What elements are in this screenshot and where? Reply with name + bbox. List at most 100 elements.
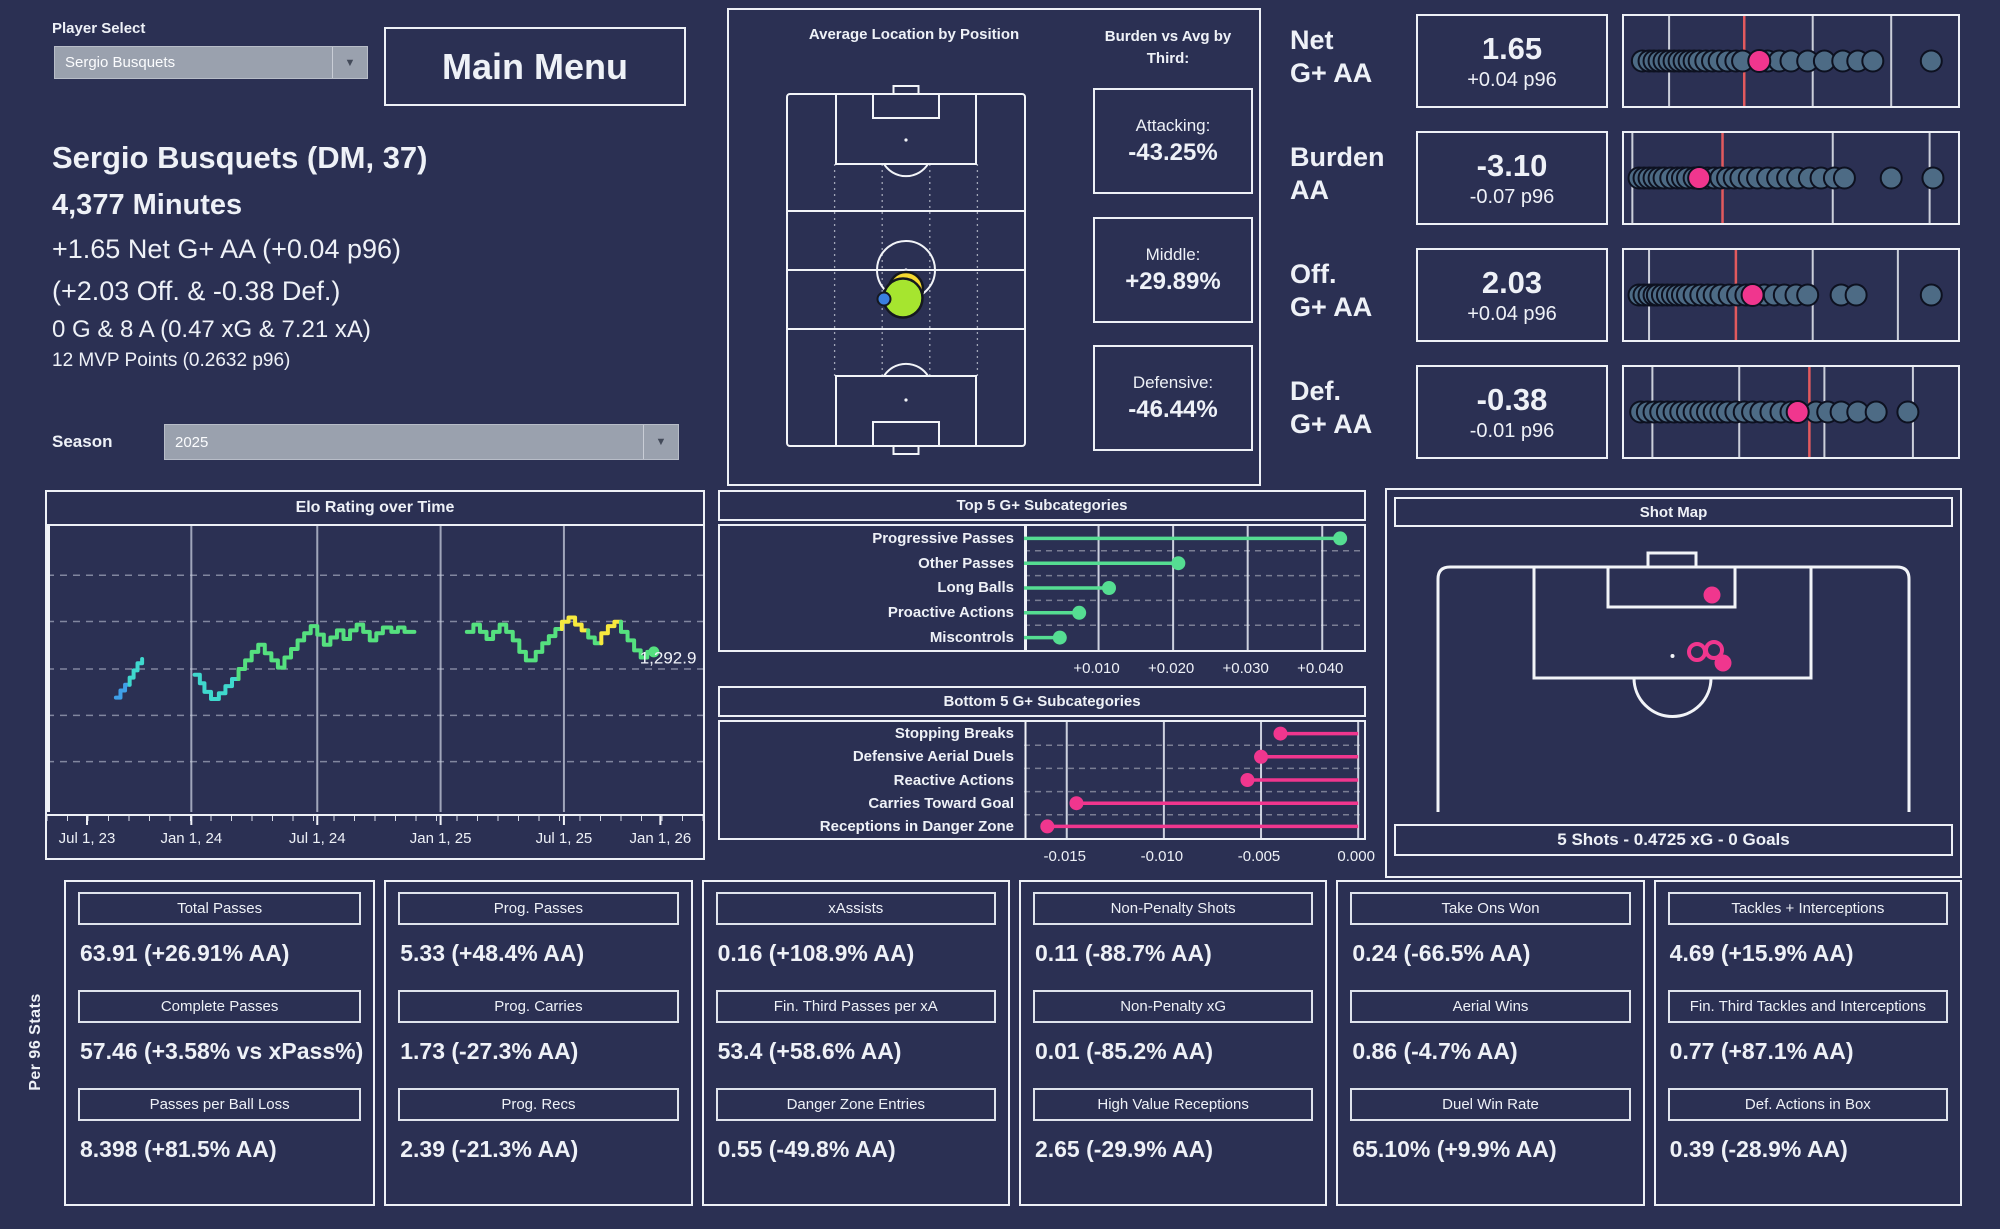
season-dropdown[interactable]: 2025 ▼ — [164, 424, 679, 460]
axis-tick-label: -0.015 — [1043, 848, 1087, 865]
bottom5-chart-body: Stopping Breaks Defensive Aerial Duels R… — [718, 720, 1366, 840]
bottom5-lollipop-chart — [1024, 722, 1364, 838]
top5-cat-proactive-actions: Proactive Actions — [887, 604, 1014, 622]
chevron-down-icon[interactable]: ▼ — [643, 425, 678, 459]
bottom5-cat-reactive-actions: Reactive Actions — [893, 771, 1014, 789]
top5-chart-body: Progressive Passes Other Passes Long Bal… — [718, 524, 1366, 652]
top5-title: Top 5 G+ Subcategories — [718, 490, 1366, 521]
chevron-down-icon[interactable]: ▼ — [332, 47, 367, 78]
top5-x-axis: +0.010 +0.020 +0.030 +0.040 — [1022, 654, 1362, 680]
player-goals-assists: 0 G & 8 A (0.47 xG & 7.21 xA) — [52, 316, 371, 343]
player-select-label: Player Select — [52, 20, 146, 37]
stat-value: 53.4 (+58.6% AA) — [717, 1038, 902, 1064]
per96-col-progression: Prog. Passes 5.33 (+48.4% AA) Prog. Carr… — [384, 880, 693, 1206]
net-gplus-label: Net G+ AA — [1290, 25, 1373, 88]
net-gplus-value: 1.65 — [1481, 30, 1543, 66]
def-gplus-label: Def. G+ AA — [1290, 376, 1373, 439]
stat-header: Complete Passes — [78, 990, 362, 1023]
elo-axis-ticks — [47, 816, 703, 825]
net-gplus-p96: +0.04 p96 — [1467, 68, 1557, 91]
burden-defensive-label: Defensive: — [1132, 372, 1214, 392]
shot-map-title: Shot Map — [1394, 497, 1953, 527]
shot-map-pitch — [1436, 551, 1911, 812]
burden-aa-box: -3.10 -0.07 p96 — [1416, 131, 1608, 225]
burden-aa-p96: -0.07 p96 — [1469, 185, 1555, 208]
off-gplus-value: 2.03 — [1481, 264, 1543, 300]
stat-value: 0.24 (-66.5% AA) — [1352, 940, 1531, 966]
vertical-pitch-diagram — [786, 85, 1026, 455]
stat-header: Duel Win Rate — [1350, 1088, 1631, 1121]
axis-tick-label: -0.005 — [1237, 848, 1281, 865]
svg-text:1,292.9: 1,292.9 — [640, 648, 697, 667]
stat-value: 65.10% (+9.9% AA) — [1352, 1136, 1557, 1162]
burden-aa-label: Burden AA — [1290, 142, 1385, 205]
top5-lollipop-chart — [1024, 526, 1364, 650]
player-off-def: (+2.03 Off. & -0.38 Def.) — [52, 276, 341, 306]
stat-value: 0.55 (-49.8% AA) — [717, 1136, 896, 1162]
stat-value: 0.39 (-28.9% AA) — [1669, 1136, 1848, 1162]
def-gplus-value: -0.38 — [1476, 381, 1548, 417]
burden-attacking-label: Attacking: — [1135, 115, 1211, 135]
player-mvp-points: 12 MVP Points (0.2632 p96) — [52, 350, 291, 371]
def-gplus-strip — [1622, 365, 1960, 459]
stat-header: Aerial Wins — [1350, 990, 1631, 1023]
stat-header: Non-Penalty xG — [1032, 990, 1314, 1023]
stat-value: 0.77 (+87.1% AA) — [1669, 1038, 1854, 1064]
stat-value: 63.91 (+26.91% AA) — [80, 940, 290, 966]
bottom5-x-axis: -0.015 -0.010 -0.005 0.000 — [1022, 842, 1374, 868]
burden-box-defensive: Defensive: -46.44% — [1093, 345, 1253, 451]
def-gplus-box: -0.38 -0.01 p96 — [1416, 365, 1608, 459]
burden-box-attacking: Attacking: -43.25% — [1093, 88, 1253, 194]
bottom5-cat-carries-toward-goal: Carries Toward Goal — [868, 794, 1014, 812]
elo-x-axis: Jul 1, 23 Jan 1, 24 Jul 1, 24 Jan 1, 25 Jul … — [47, 814, 703, 860]
elo-axis-tick-label: Jul 1, 23 — [58, 830, 116, 847]
per96-grid: Total Passes 63.91 (+26.91% AA) Complete… — [64, 880, 1963, 1206]
per96-col-defending: Tackles + Interceptions 4.69 (+15.9% AA)… — [1653, 880, 1963, 1206]
stat-value: 0.01 (-85.2% AA) — [1034, 1038, 1214, 1064]
axis-tick-label: +0.010 — [1073, 660, 1120, 677]
shot-map-panel: Shot Map 5 Shots - 0.4725 xG - 0 Goals — [1385, 488, 1962, 878]
off-gplus-p96: +0.04 p96 — [1467, 302, 1557, 325]
elo-chart: 1,292.9 — [47, 526, 703, 812]
stat-value: 8.398 (+81.5% AA) — [80, 1136, 277, 1162]
burden-aa-strip — [1622, 131, 1960, 225]
season-label: Season — [52, 432, 113, 451]
avg-position-markers — [876, 270, 925, 319]
avg-location-title: Average Location by Position — [808, 26, 1020, 43]
stat-header: Take Ons Won — [1350, 892, 1631, 925]
top5-category-labels: Progressive Passes Other Passes Long Bal… — [720, 526, 1022, 650]
stat-header: xAssists — [715, 892, 996, 925]
stat-header: Fin. Third Tackles and Interceptions — [1667, 990, 1949, 1023]
stat-header: Prog. Recs — [398, 1088, 679, 1121]
net-gplus-box: 1.65 +0.04 p96 — [1416, 14, 1608, 108]
burden-aa-value: -3.10 — [1476, 147, 1548, 183]
main-menu-button[interactable]: Main Menu — [384, 27, 686, 106]
stat-value: 0.16 (+108.9% AA) — [717, 940, 915, 966]
per96-col-shooting: Non-Penalty Shots 0.11 (-88.7% AA) Non-P… — [1018, 880, 1328, 1206]
stat-header: Danger Zone Entries — [715, 1088, 996, 1121]
stat-header: High Value Receptions — [1032, 1088, 1314, 1121]
burden-box-middle: Middle: +29.89% — [1093, 217, 1253, 323]
stat-value: 2.39 (-21.3% AA) — [400, 1136, 579, 1162]
per96-col-duels: Take Ons Won 0.24 (-66.5% AA) Aerial Win… — [1336, 880, 1645, 1206]
bottom5-cat-stopping-breaks: Stopping Breaks — [894, 725, 1014, 743]
net-gplus-strip — [1622, 14, 1960, 108]
stat-value: 57.46 (+3.58% vs xPass%) — [80, 1038, 364, 1064]
player-select-dropdown[interactable]: Sergio Busquets ▼ — [54, 46, 368, 79]
stat-header: Total Passes — [78, 892, 362, 925]
stat-header: Non-Penalty Shots — [1032, 892, 1314, 925]
season-value[interactable]: 2025 — [175, 433, 209, 451]
axis-tick-label: +0.030 — [1222, 660, 1269, 677]
off-gplus-box: 2.03 +0.04 p96 — [1416, 248, 1608, 342]
burden-title: Burden vs Avg by Third: — [1104, 28, 1232, 67]
def-gplus-p96: -0.01 p96 — [1469, 419, 1555, 442]
stat-header: Fin. Third Passes per xA — [715, 990, 996, 1023]
player-select-value[interactable]: Sergio Busquets — [65, 54, 176, 71]
burden-middle-value: +29.89% — [1125, 267, 1221, 295]
axis-tick-label: +0.020 — [1147, 660, 1195, 677]
stat-header: Passes per Ball Loss — [78, 1088, 362, 1121]
bottom5-title: Bottom 5 G+ Subcategories — [718, 686, 1366, 717]
axis-tick-label: +0.040 — [1297, 660, 1344, 677]
per96-col-creation: xAssists 0.16 (+108.9% AA) Fin. Third Pa… — [701, 880, 1010, 1206]
per96-col-passing: Total Passes 63.91 (+26.91% AA) Complete… — [64, 880, 376, 1206]
